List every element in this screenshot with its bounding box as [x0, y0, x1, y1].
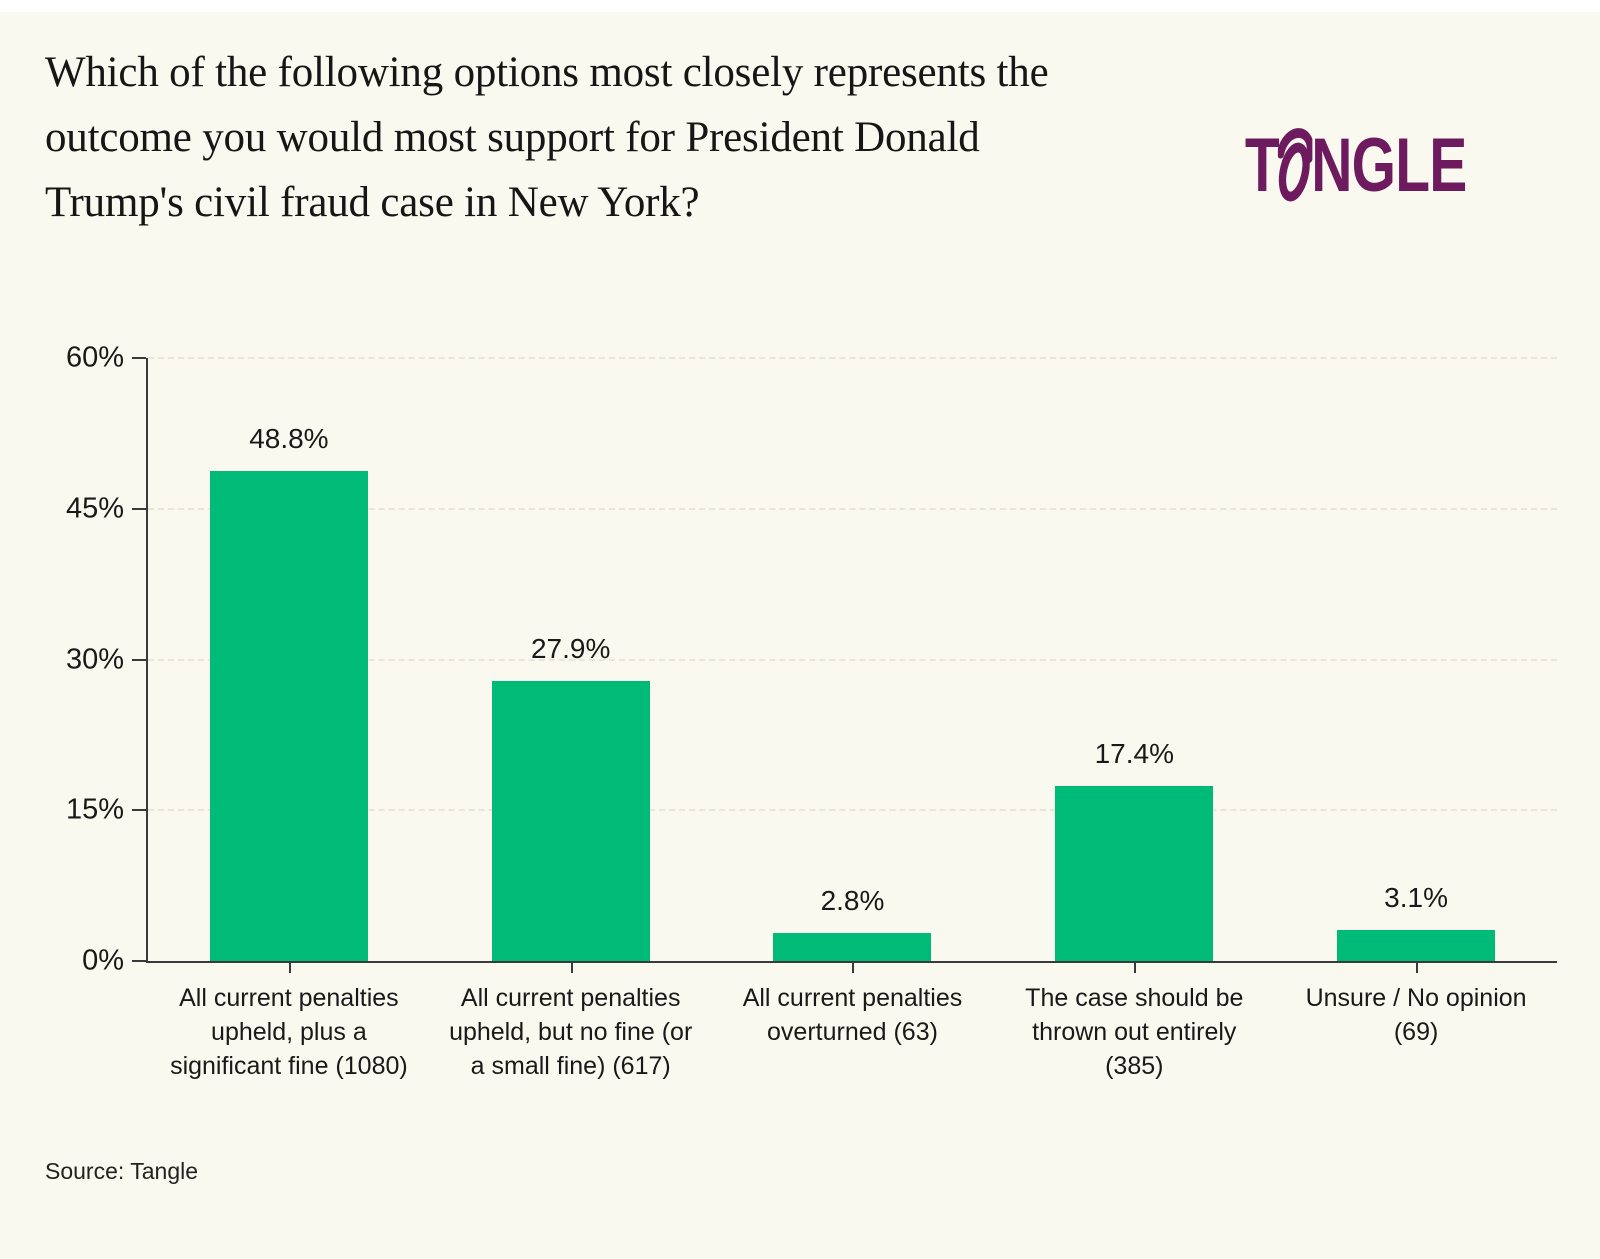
- bar-slot: 48.8% All current penalties upheld, plus …: [148, 358, 430, 1080]
- category-label: All current penalties upheld, but no fin…: [449, 984, 693, 1080]
- tangle-logo: T NGLE: [1245, 128, 1467, 206]
- category-label: All current penalties upheld, plus a sig…: [170, 984, 408, 1080]
- bar-slot: 2.8% All current penalties overturned (63…: [712, 358, 994, 1046]
- bar-slot: 17.4% The case should be thrown out entir…: [993, 358, 1275, 1080]
- bar: [209, 470, 368, 961]
- bar-value-label: 27.9%: [530, 632, 611, 664]
- y-axis-tick: [132, 507, 146, 510]
- tangle-logo-a-swirl-icon: [1278, 128, 1314, 202]
- gridline-30: [148, 658, 1557, 661]
- category-label: All current penalties overturned (63): [742, 984, 963, 1046]
- bar-slot: 27.9% All current penalties upheld, but n…: [430, 358, 712, 1080]
- chart-question-title: Which of the following options most clos…: [45, 49, 1049, 226]
- gridline-15: [148, 809, 1557, 812]
- bar: [773, 932, 932, 961]
- y-axis-tick: [132, 357, 146, 359]
- x-axis-tick: [570, 961, 573, 973]
- x-axis-tick: [288, 961, 291, 973]
- gridline-60: [148, 357, 1557, 359]
- y-axis-tick-label: 60%: [65, 341, 124, 374]
- bar: [491, 680, 650, 961]
- logo-text-prefix: T: [1245, 123, 1280, 208]
- plot-area: 0% 15% 30% 45% 60% 48.8% All current penalties…: [66, 342, 1557, 1080]
- top-white-strip: [0, 0, 1600, 12]
- bar: [1055, 786, 1214, 961]
- bar: [1337, 929, 1496, 961]
- y-axis-tick: [132, 809, 146, 812]
- bar-value-label: 17.4%: [1094, 738, 1174, 770]
- bar-value-label: 48.8%: [249, 422, 329, 454]
- y-axis-tick-label: 0%: [82, 944, 124, 977]
- gridline-45: [148, 507, 1557, 510]
- x-axis-tick: [852, 961, 855, 973]
- y-axis-tick-label: 15%: [65, 793, 124, 826]
- x-axis-tick: [1134, 961, 1137, 973]
- bar-slot: 3.1% Unsure / No opinion (69): [1275, 358, 1557, 1046]
- y-axis-tick-label: 30%: [65, 643, 124, 675]
- x-axis-tick: [1416, 961, 1419, 973]
- y-axis-tick: [132, 960, 146, 962]
- bar-value-label: 2.8%: [820, 884, 885, 916]
- y-axis-tick: [132, 658, 146, 661]
- y-axis-tick-label: 45%: [65, 492, 124, 525]
- category-label: The case should be thrown out entirely (…: [1025, 984, 1244, 1080]
- source-caption: Source: Tangle: [45, 1158, 199, 1184]
- bar-value-label: 3.1%: [1384, 881, 1448, 913]
- logo-text-suffix: NGLE: [1311, 123, 1468, 208]
- category-label: Unsure / No opinion (69): [1305, 984, 1527, 1046]
